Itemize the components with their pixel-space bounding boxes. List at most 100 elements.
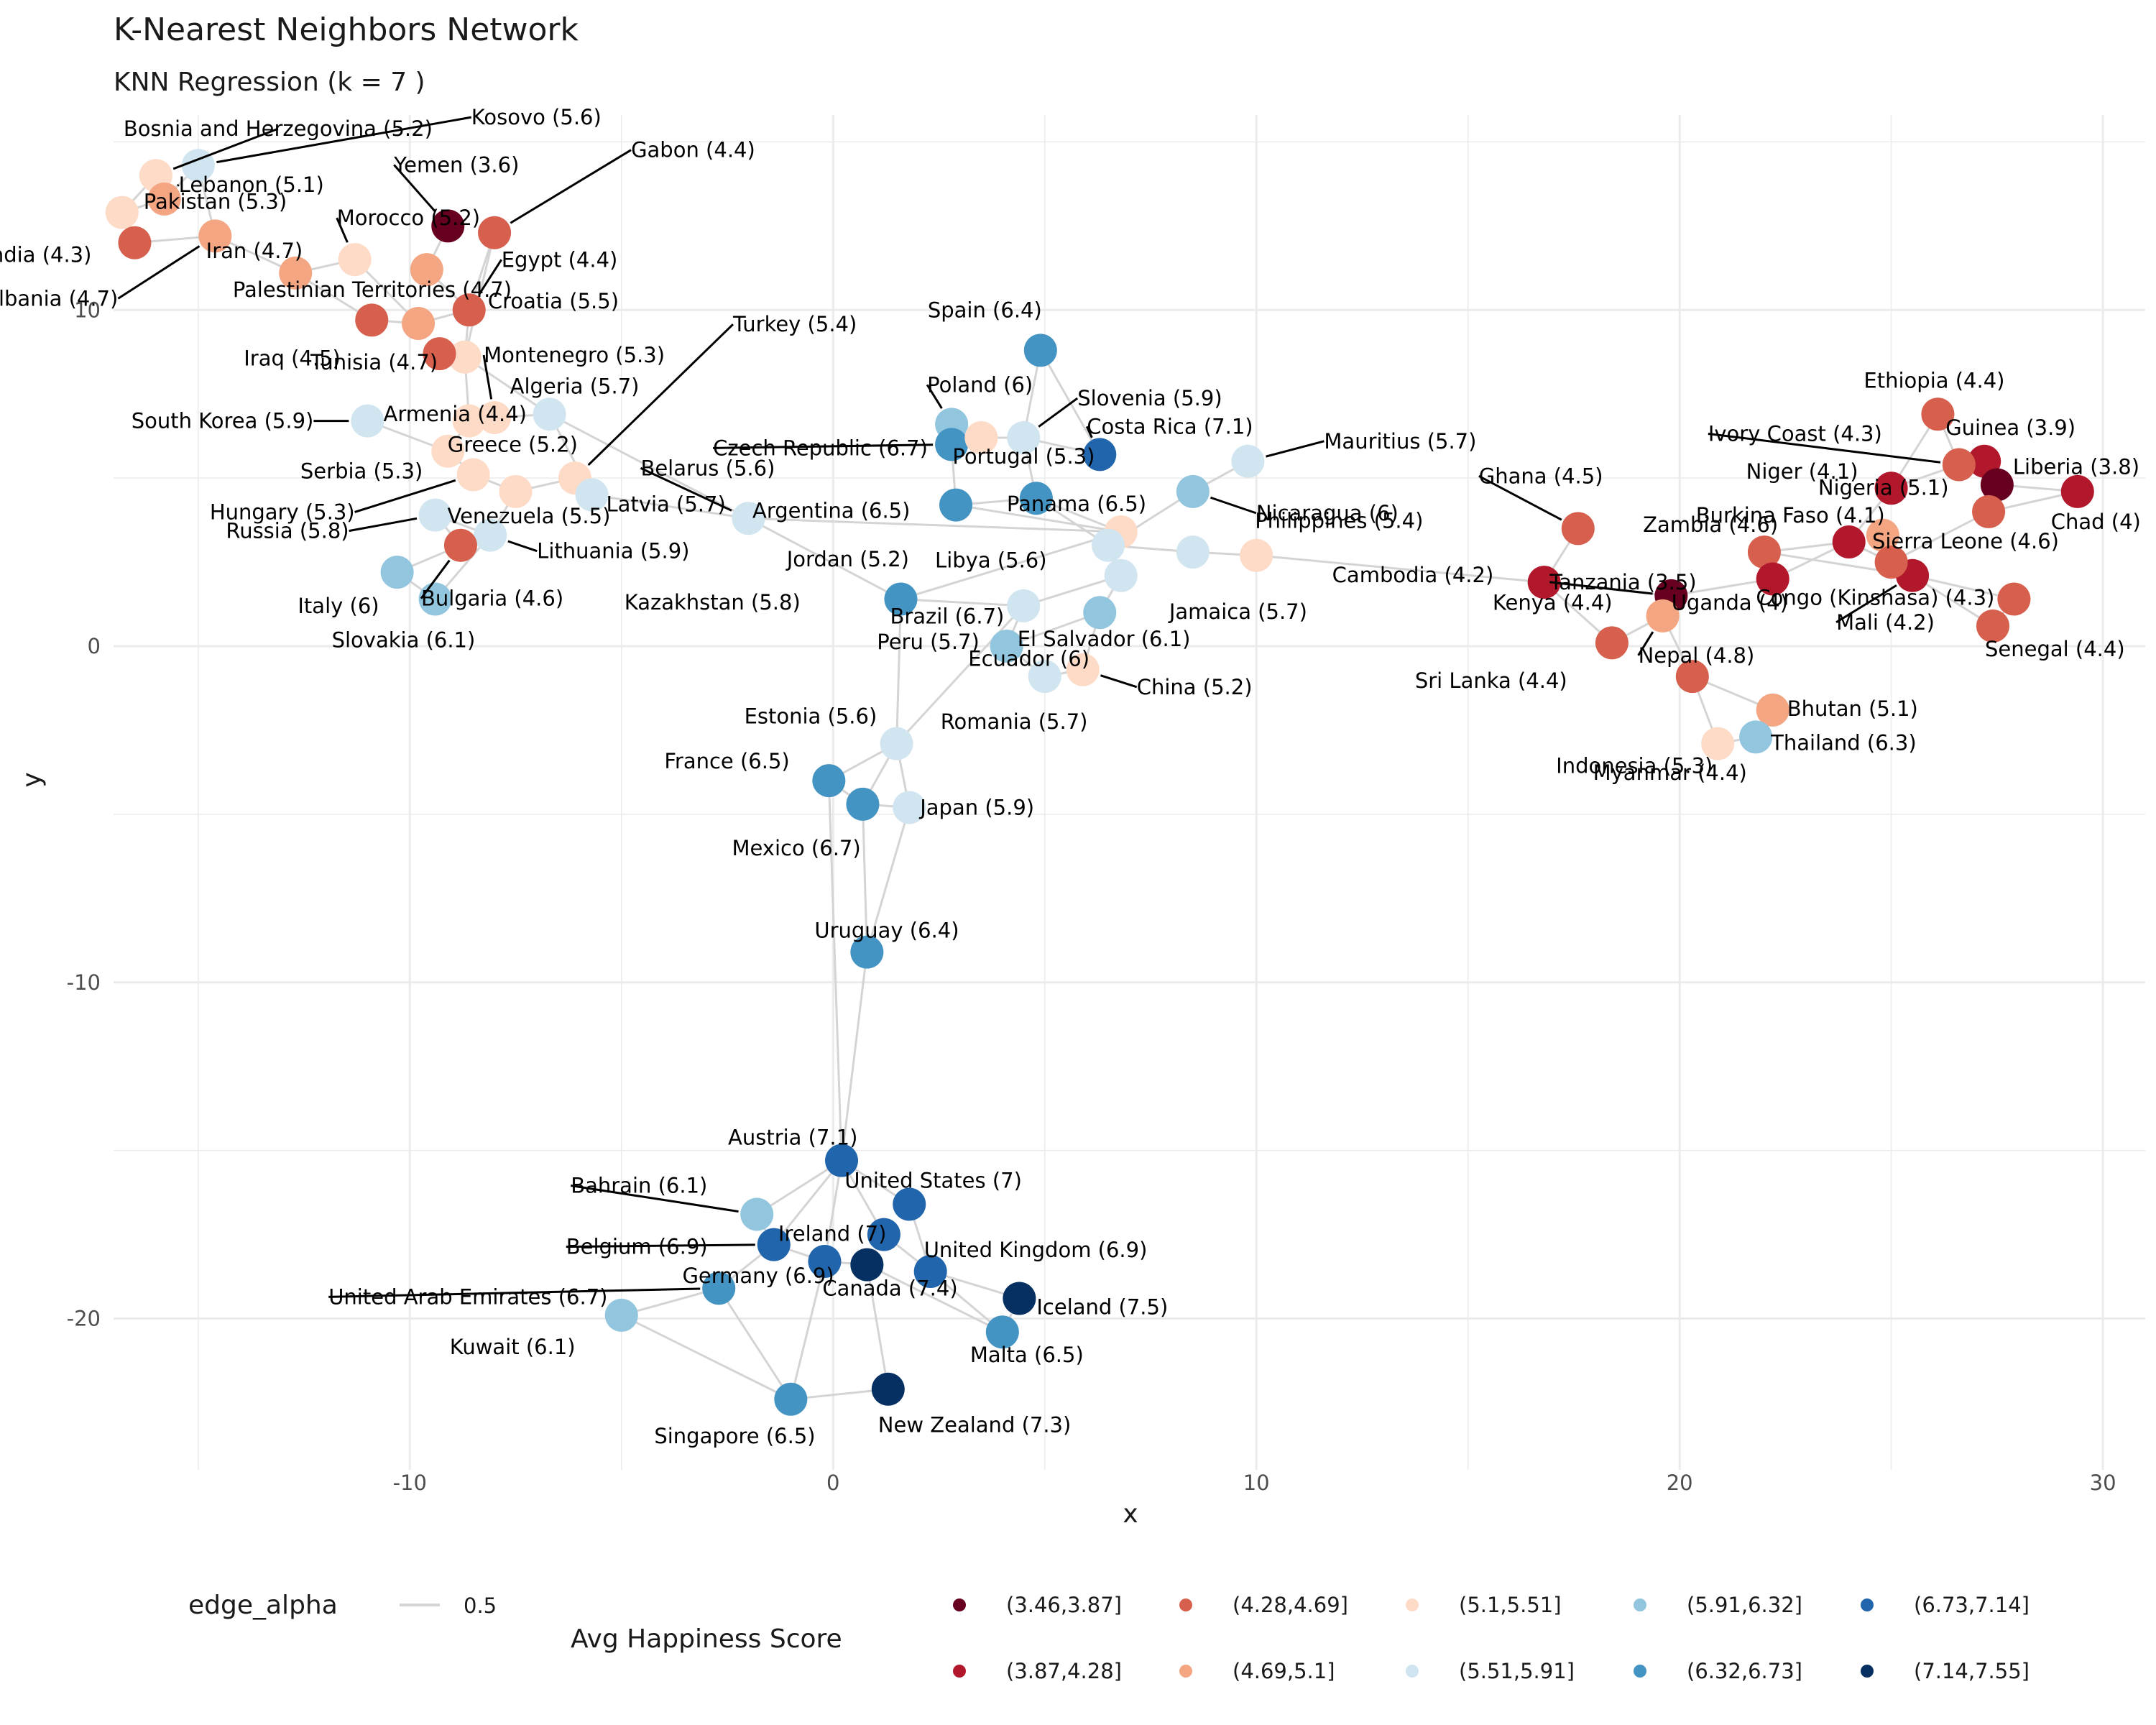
- legend-label-3-87-4-28: (3.87,4.28]: [1006, 1659, 1122, 1683]
- legend-swatch-5-91-6-32: [1634, 1598, 1646, 1611]
- node-label-serbia-5-3: Serbia (5.3): [300, 459, 423, 484]
- node-ivory-coast-4-3: [1942, 448, 1976, 482]
- node-bahrain-6-1: [740, 1197, 774, 1231]
- leader-line: [172, 127, 279, 170]
- network-edge: [773, 1159, 843, 1246]
- network-edge: [621, 1287, 719, 1317]
- node-label-libya-5-6: Libya (5.6): [935, 548, 1047, 573]
- leader-line: [328, 1287, 701, 1298]
- legend-swatch-4-28-4-69: [1179, 1598, 1192, 1611]
- network-edge: [748, 517, 1121, 533]
- y-axis-label: y: [17, 772, 47, 787]
- leader-line: [393, 164, 437, 213]
- node-label-montenegro-5-3: Montenegro (5.3): [484, 343, 665, 367]
- node-label-armenia-4-4: Armenia (4.4): [383, 402, 527, 426]
- node-label-belgium-6-9: Belgium (6.9): [566, 1235, 708, 1259]
- node-label-liberia-3-8: Liberia (3.8): [2013, 455, 2139, 479]
- y-tick-label: 10: [74, 298, 101, 322]
- leader-line: [1038, 397, 1079, 428]
- leader-line: [482, 354, 493, 400]
- node-label-spain-6-4: Spain (6.4): [928, 298, 1042, 322]
- node-indonesia-5-3: [1701, 727, 1735, 760]
- node-label-egypt-4-4: Egypt (4.4): [502, 247, 618, 272]
- node-estonia-5-6: [880, 727, 913, 760]
- leader-line: [349, 517, 418, 533]
- legend-swatch-4-69-5-1: [1179, 1665, 1192, 1678]
- node-label-albania-4-7: Albania (4.7): [0, 286, 118, 310]
- network-edge: [840, 952, 868, 1161]
- node-chad-4: [2060, 474, 2094, 508]
- node-panama-6-5: [1019, 482, 1053, 515]
- node-slovenia-5-9: [1007, 421, 1041, 455]
- node-burkina-faso-4-1: [1832, 525, 1866, 559]
- network-edge: [789, 1261, 826, 1400]
- legend-label-5-91-6-32: (5.91,6.32]: [1687, 1593, 1802, 1617]
- node-label-pakistan-5-3: Pakistan (5.3): [144, 190, 287, 214]
- node-label-turkey-5-4: Turkey (5.4): [732, 312, 857, 336]
- node-label-lithuania-5-9: Lithuania (5.9): [537, 539, 689, 564]
- node-uruguay-6-4: [850, 935, 884, 969]
- node-canada-7-4: [850, 1248, 884, 1282]
- x-tick-label: 0: [826, 1471, 839, 1495]
- node-belarus-5-6: [732, 502, 765, 535]
- node-label-slovenia-5-9: Slovenia (5.9): [1077, 386, 1222, 410]
- node-label-latvia-5-7: Latvia (5.7): [607, 492, 726, 517]
- node-gabon-4-4: [478, 216, 512, 249]
- node-egypt-4-4: [452, 293, 486, 327]
- node-label-bulgaria-4-6: Bulgaria (4.6): [421, 586, 563, 611]
- node-south-korea-5-9: [351, 404, 384, 438]
- node-uganda-4: [1756, 562, 1789, 596]
- node-label-china-5-2: China (5.2): [1137, 675, 1253, 699]
- node-label-thailand-6-3: Thailand (6.3): [1770, 730, 1917, 755]
- network-nodes: [105, 149, 2094, 1416]
- node-brazil-6-7: [884, 582, 918, 616]
- network-edge: [747, 517, 902, 600]
- node-label-chad-4: Chad (4): [2051, 510, 2141, 534]
- node-ireland-7: [867, 1218, 900, 1251]
- legend-swatch-7-14-7-55: [1861, 1665, 1874, 1678]
- network-edge: [1890, 510, 1989, 564]
- node-venezuela-5-5: [499, 474, 533, 508]
- node-label-malta-6-5: Malta (6.5): [970, 1343, 1084, 1367]
- color-legend-items: (3.46,3.87] (3.87,4.28] (4.28,4.69] (4.69,5…: [953, 1593, 2030, 1683]
- node-sierra-leone-4-6: [1747, 535, 1781, 569]
- y-tick-label: 0: [88, 634, 101, 658]
- node-ethiopia-4-4: [1921, 397, 1955, 431]
- node-belgium-6-9: [757, 1228, 791, 1261]
- node-label-yemen-3-6: Yemen (3.6): [393, 152, 519, 177]
- node-united-arab-emirates-6-7: [702, 1271, 736, 1305]
- legend-swatch-6-73-7-14: [1861, 1598, 1874, 1611]
- node-label-bosnia-and-herzegovina-5-2: Bosnia and Herzegovina (5.2): [124, 116, 433, 141]
- leader-line: [640, 466, 732, 512]
- network-edge: [861, 804, 868, 952]
- network-edge: [621, 1314, 792, 1401]
- node-label-venezuela-5-5: Venezuela (5.5): [448, 504, 611, 528]
- node-congo-kinshasa-4-3: [1997, 582, 2031, 616]
- y-tick-label: -10: [67, 970, 101, 995]
- network-edge: [548, 413, 750, 520]
- node-label-mali-4-2: Mali (4.2): [1836, 610, 1935, 635]
- leader-line: [1085, 426, 1093, 438]
- node-malta-6-5: [985, 1315, 1019, 1349]
- node-label-tunisia-4-7: Tunisia (4.7): [310, 350, 438, 374]
- node-iceland-7-5: [1003, 1282, 1036, 1315]
- node-armenia-4-4: [423, 337, 456, 371]
- node-libya-5-6: [1092, 528, 1125, 562]
- node-label-peru-5-7: Peru (5.7): [877, 630, 980, 654]
- node-japan-5-9: [893, 791, 926, 824]
- node-label-ecuador-6: Ecuador (6): [968, 646, 1089, 671]
- node-united-states-7: [893, 1187, 926, 1221]
- node-label-kuwait-6-1: Kuwait (6.1): [450, 1335, 576, 1359]
- network-edge: [895, 604, 1025, 745]
- node-mauritius-5-7: [1231, 444, 1265, 478]
- legend-swatch-5-51-5-91: [1406, 1665, 1419, 1678]
- leader-line: [713, 443, 934, 449]
- node-bulgaria-4-6: [443, 528, 477, 562]
- network-edge: [1023, 574, 1122, 607]
- node-italy-6: [380, 556, 414, 589]
- node-label-ethiopia-4-4: Ethiopia (4.4): [1864, 368, 2004, 392]
- node-label-estonia-5-6: Estonia (5.6): [745, 704, 877, 729]
- node-label-bahrain-6-1: Bahrain (6.1): [571, 1174, 707, 1198]
